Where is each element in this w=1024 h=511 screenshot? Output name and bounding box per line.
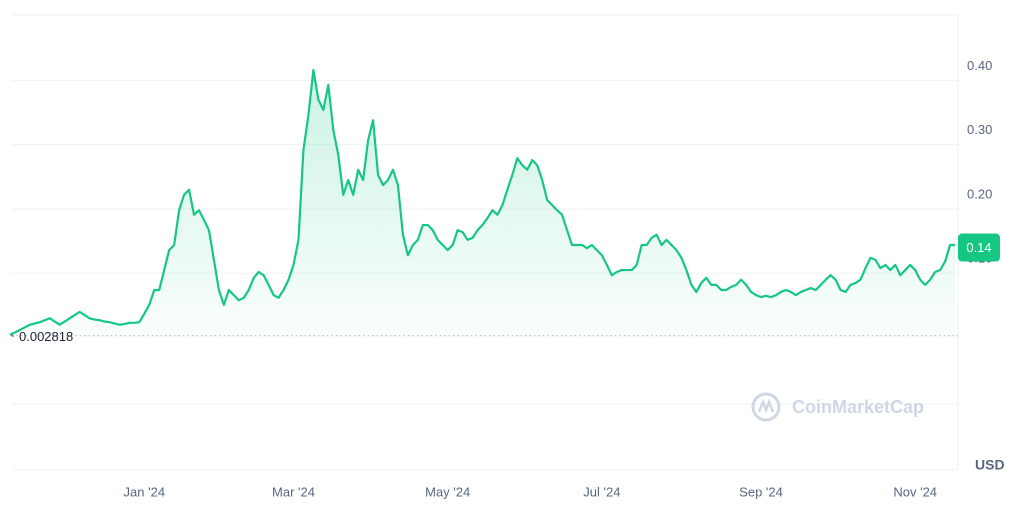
price-tag-label: 0.14 xyxy=(966,240,991,255)
x-tick-label: Jan '24 xyxy=(124,484,166,499)
watermark-text: CoinMarketCap xyxy=(792,397,924,417)
watermark-logo-mark xyxy=(757,398,775,414)
x-tick-label: Jul '24 xyxy=(583,484,620,499)
x-tick-label: Sep '24 xyxy=(739,484,783,499)
watermark-logo xyxy=(751,392,781,422)
price-line xyxy=(9,68,955,337)
price-area xyxy=(10,70,955,338)
price-tag xyxy=(958,233,1000,262)
x-tick-label: Nov '24 xyxy=(893,484,937,499)
y-tick-label: 0.30 xyxy=(967,122,992,137)
y-tick-label: 0.40 xyxy=(967,58,992,73)
watermark: CoinMarketCap xyxy=(751,392,924,422)
x-tick-label: May '24 xyxy=(425,484,470,499)
x-tick-label: Mar '24 xyxy=(272,484,315,499)
currency-label: USD xyxy=(975,457,1005,473)
y-tick-label: 0.20 xyxy=(967,186,992,201)
